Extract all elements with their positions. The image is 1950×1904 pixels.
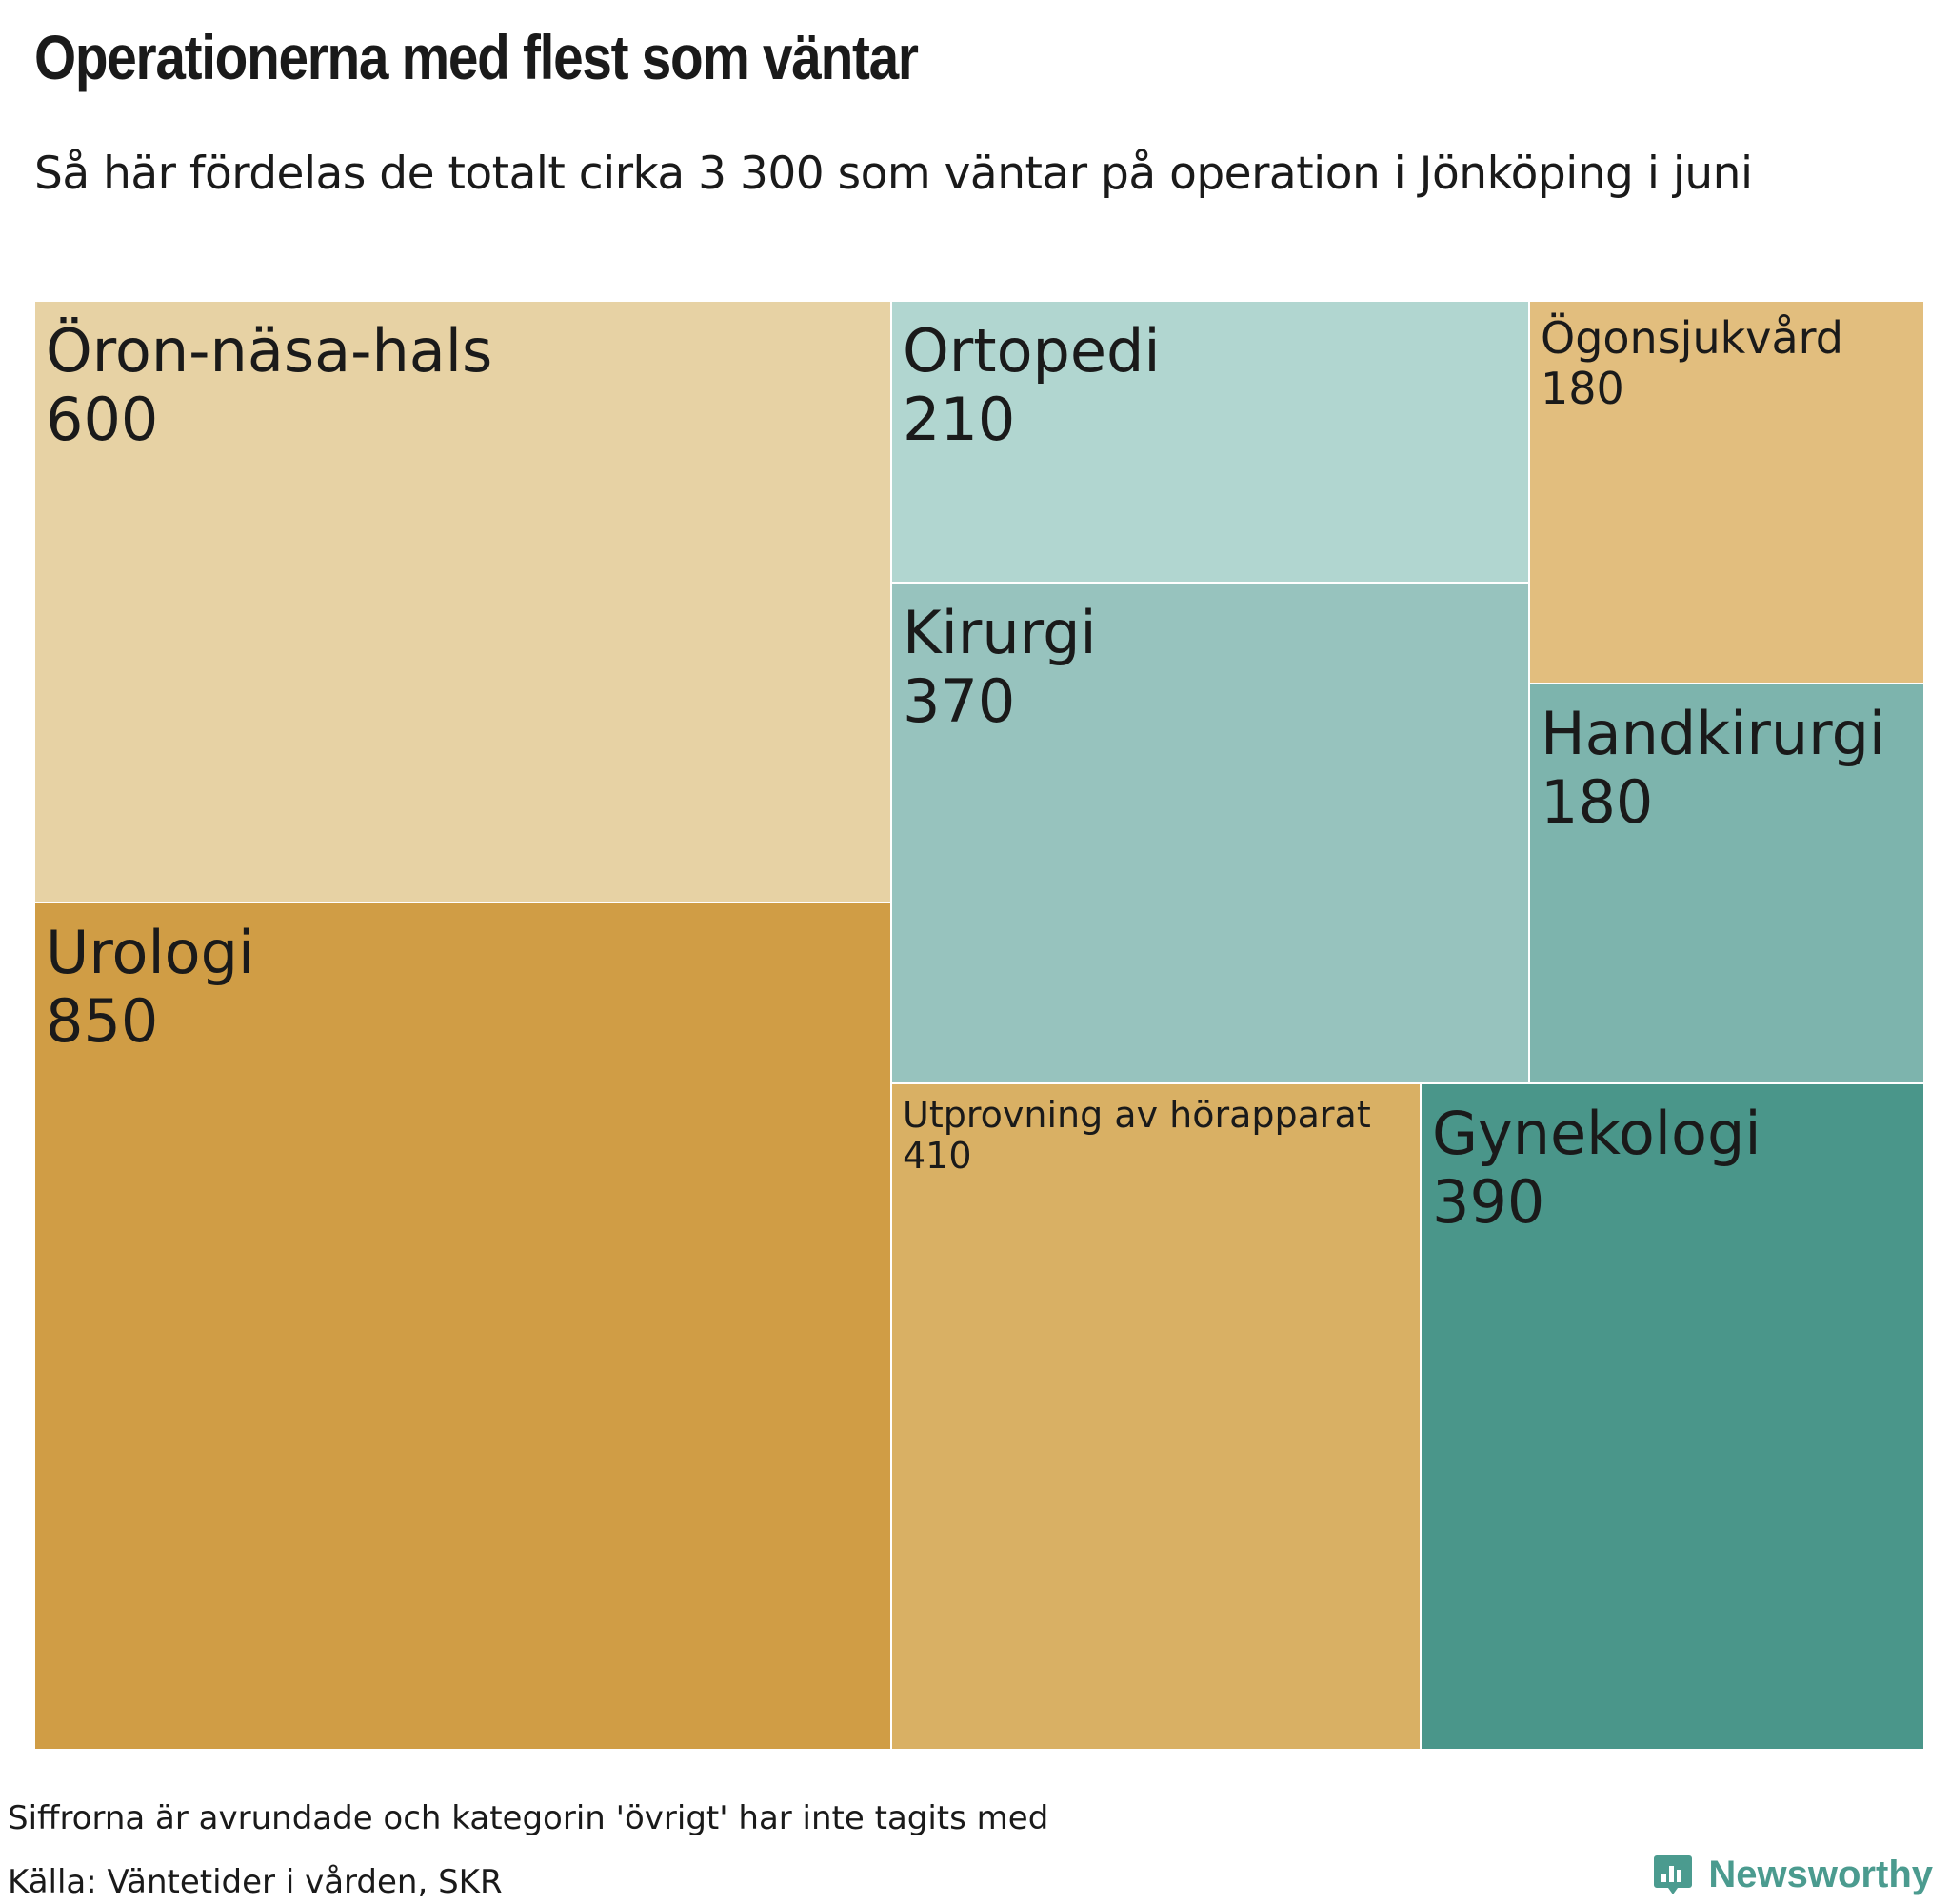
- brand-name: Newsworthy: [1708, 1853, 1933, 1895]
- treemap-rect-urologi: [33, 902, 892, 1751]
- treemap-rect-utprovning-av-horapparat: [890, 1082, 1422, 1751]
- treemap-label: Handkirurgi: [1541, 699, 1885, 768]
- treemap-value: 180: [1541, 363, 1624, 414]
- treemap-rect-ortopedi: [890, 300, 1530, 584]
- treemap-rect-ogonsjukvard: [1528, 300, 1925, 684]
- treemap-label: Gynekologi: [1432, 1099, 1761, 1168]
- treemap-label: Ögonsjukvård: [1541, 312, 1843, 364]
- treemap-label: Ortopedi: [903, 316, 1161, 386]
- treemap-label: Urologi: [46, 918, 254, 987]
- treemap-value: 210: [903, 385, 1015, 454]
- treemap-rect-gynekologi: [1420, 1082, 1925, 1751]
- footnote: Siffrorna är avrundade och kategorin 'öv…: [8, 1799, 1049, 1837]
- treemap-value: 180: [1541, 767, 1653, 837]
- newsworthy-brand: Newsworthy: [1651, 1853, 1933, 1896]
- treemap-rect-handkirurgi: [1528, 683, 1925, 1084]
- treemap-value: 850: [46, 986, 158, 1056]
- treemap-value: 410: [903, 1135, 972, 1177]
- treemap-value: 600: [46, 385, 158, 454]
- treemap-rect-oron-nasa-hals: [33, 300, 892, 903]
- treemap-label: Kirurgi: [903, 598, 1097, 667]
- source-note: Källa: Väntetider i vården, SKR: [8, 1863, 503, 1901]
- newsworthy-logo-icon: [1654, 1855, 1693, 1894]
- chart-title: Operationerna med flest som väntar: [34, 22, 919, 92]
- treemap-label: Utprovning av hörapparat: [903, 1094, 1371, 1136]
- chart-subtitle: Så här fördelas de totalt cirka 3 300 so…: [34, 148, 1753, 200]
- treemap-value: 390: [1432, 1167, 1544, 1237]
- treemap-label: Öron-näsa-hals: [46, 316, 492, 386]
- treemap-value: 370: [903, 666, 1015, 736]
